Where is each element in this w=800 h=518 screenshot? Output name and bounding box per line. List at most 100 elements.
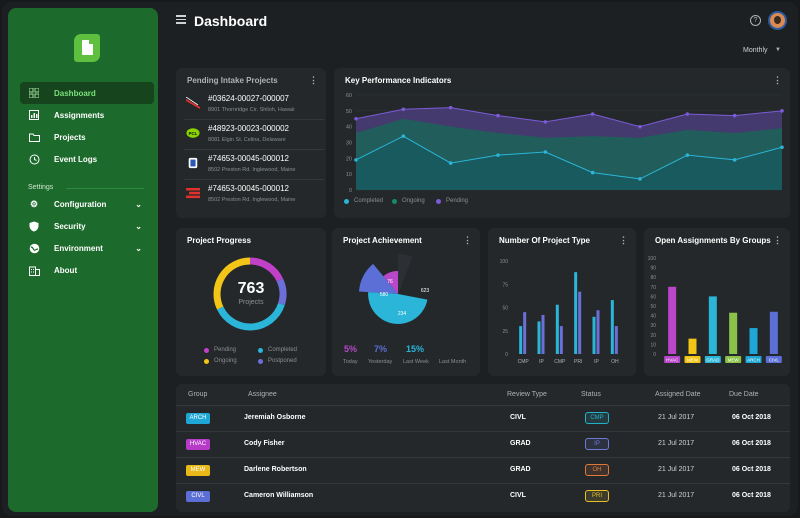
more-options-icon[interactable]: ⋮	[619, 235, 628, 245]
bar	[729, 312, 738, 354]
table-row[interactable]: MEW Darlene Robertson GRAD OH 21 Jul 2017 06 …	[176, 457, 790, 483]
pie-slice-76	[383, 270, 398, 294]
data-point	[590, 112, 595, 116]
chevron-down-icon: ⌄	[135, 243, 142, 253]
y-tick-label: 80	[650, 275, 656, 281]
table-row[interactable]: HVAC Cody Fisher GRAD IP 21 Jul 2017 06 Oct 2…	[176, 431, 790, 457]
column-header-review-type[interactable]: Review Type	[507, 391, 547, 398]
intake-item[interactable]: #03624-00027-000007 8901 Thornridge Cir.…	[184, 90, 324, 120]
more-options-icon[interactable]: ⋮	[773, 75, 782, 85]
x-tick-label: GRAD	[706, 358, 720, 363]
y-tick-label: 10	[346, 172, 352, 178]
bar	[578, 291, 582, 354]
kpi-card: Key Performance Indicators ⋮ 0 10 20 30 40 50…	[334, 68, 790, 218]
help-icon[interactable]: ?	[750, 15, 761, 26]
sidebar-item-label: Assignments	[54, 110, 105, 120]
column-header-status[interactable]: Status	[581, 391, 601, 398]
y-tick-label: 25	[502, 329, 508, 335]
pie-label: 580	[380, 292, 389, 298]
sidebar-item-assignments[interactable]: Assignments	[20, 104, 154, 126]
more-options-icon[interactable]: ⋮	[463, 235, 472, 245]
data-point	[448, 161, 453, 165]
assignee-cell: Jeremiah Osborne	[244, 414, 306, 421]
x-tick-badge	[725, 356, 742, 363]
stat-yesterday-label: Yesterday	[368, 359, 393, 365]
menu-icon[interactable]	[176, 15, 186, 24]
sidebar-item-configuration[interactable]: ⚙ Configuration ⌄	[20, 193, 154, 215]
intake-item[interactable]: #74653-00045-000012 8502 Preston Rd. Ing…	[184, 180, 324, 210]
sidebar-item-label: Event Logs	[54, 154, 98, 164]
sidebar-item-environment[interactable]: Environment ⌄	[20, 237, 154, 259]
y-tick-label: 40	[650, 314, 656, 320]
status-badge: CMP	[585, 412, 609, 424]
bar	[555, 304, 559, 354]
stat-today-value: 5%	[344, 344, 358, 354]
sidebar-item-projects[interactable]: Projects	[20, 126, 154, 148]
svg-text:PCL: PCL	[189, 131, 198, 136]
bar	[688, 338, 697, 354]
data-point	[590, 170, 595, 175]
intake-address: 8081 Elgin St. Celina, Delaware	[208, 137, 286, 143]
stripes-logo-icon	[186, 188, 200, 199]
kpi-area-chart: 0 10 20 30 40 50 60	[346, 93, 784, 194]
column-header-group[interactable]: Group	[188, 391, 208, 398]
chevron-down-icon: ⌄	[135, 199, 142, 209]
intake-item[interactable]: #74653-00045-000012 8502 Preston Rd. Ing…	[184, 150, 324, 180]
data-point	[543, 150, 548, 154]
avatar[interactable]	[768, 11, 787, 30]
gear-icon: ⚙	[29, 198, 39, 209]
grid-icon	[28, 87, 40, 99]
chart-icon	[28, 109, 40, 121]
y-tick-label: 40	[346, 125, 352, 131]
progress-label: Projects	[238, 299, 264, 306]
column-header-due-date[interactable]: Due Date	[729, 391, 759, 398]
bar	[614, 326, 618, 354]
pie-slice-234	[368, 292, 428, 324]
shield-icon	[28, 220, 40, 232]
sidebar-item-about[interactable]: About	[20, 259, 154, 281]
sidebar-item-dashboard[interactable]: Dashboard	[20, 82, 154, 104]
y-tick-label: 30	[650, 323, 656, 329]
donut-slice-pending	[249, 257, 284, 282]
bar	[523, 312, 527, 354]
y-tick-label: 20	[346, 156, 352, 162]
globe-icon	[28, 242, 40, 254]
due-date-cell: 06 Oct 2018	[732, 414, 771, 421]
status-badge: PRI	[585, 490, 609, 502]
intake-item[interactable]: PCL #48923-00023-000002 8081 Elgin St. C…	[184, 120, 324, 150]
bar	[708, 296, 717, 354]
x-tick-label: ARCH	[747, 358, 760, 363]
sidebar-item-event-logs[interactable]: Event Logs	[20, 148, 154, 170]
table-row[interactable]: CIVL Cameron Williamson CIVL PRI 21 Jul 2017…	[176, 483, 790, 509]
assignee-cell: Darlene Robertson	[244, 466, 307, 473]
intake-address: 8502 Preston Rd. Inglewood, Maine	[208, 197, 296, 203]
status-badge: OH	[585, 464, 609, 476]
data-point	[732, 158, 737, 162]
stat-last-week-value: 15%	[406, 344, 425, 354]
stat-yesterday-value: 7%	[374, 344, 388, 354]
y-tick-label: 60	[650, 294, 656, 300]
sidebar-item-security[interactable]: Security ⌄	[20, 215, 154, 237]
settings-section-label: Settings	[28, 184, 54, 191]
more-options-icon[interactable]: ⋮	[309, 75, 318, 85]
y-tick-label: 10	[650, 342, 656, 348]
x-tick-label: CMP	[554, 359, 566, 365]
card-title: Key Performance Indicators	[345, 76, 452, 85]
y-tick-label: 60	[346, 93, 352, 99]
column-header-assigned-date[interactable]: Assigned Date	[655, 391, 701, 398]
sidebar-item-label: About	[54, 265, 78, 275]
x-tick-label: IP	[539, 359, 544, 365]
group-tag: CIVL	[186, 491, 210, 502]
bar	[769, 311, 778, 354]
card-title: Pending Intake Projects	[187, 76, 278, 85]
card-title: Project Progress	[187, 236, 252, 245]
caret-down-icon[interactable]: ▼	[775, 47, 781, 53]
period-select[interactable]: Monthly	[743, 47, 768, 54]
legend-pending: Pending	[204, 347, 236, 353]
column-header-assignee[interactable]: Assignee	[248, 391, 277, 398]
section-divider	[66, 188, 144, 189]
table-row[interactable]: ARCH Jeremiah Osborne CIVL CMP 21 Jul 2017 06…	[176, 405, 790, 431]
sidebar: Dashboard Assignments Projects Event Log…	[8, 8, 158, 512]
more-options-icon[interactable]: ⋮	[773, 235, 782, 245]
data-point	[448, 105, 453, 110]
